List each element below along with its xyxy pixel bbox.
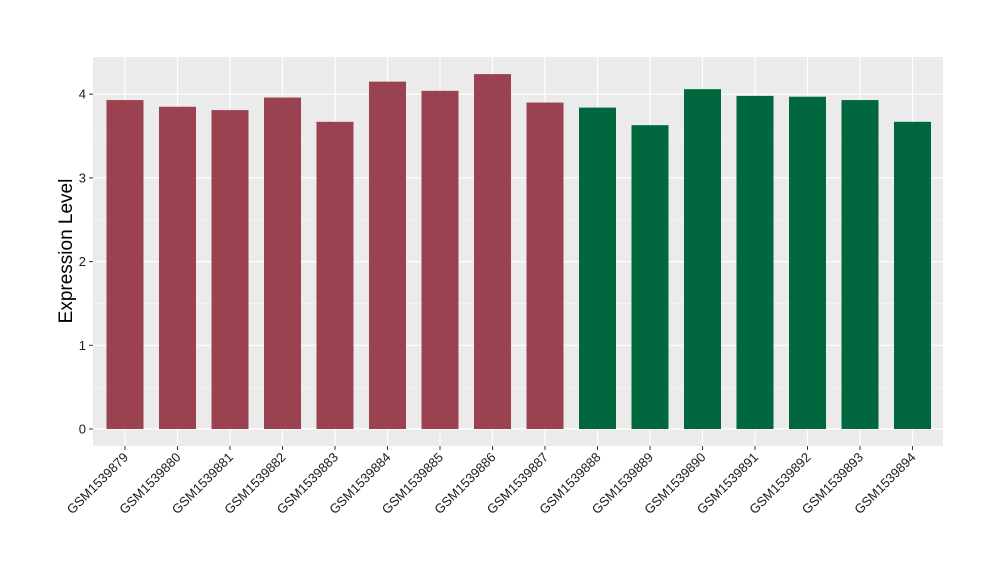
bar-GSM1539884 bbox=[369, 81, 406, 430]
y-axis: 0 1 2 3 4 bbox=[79, 87, 93, 437]
x-axis: GSM1539879GSM1539880GSM1539881GSM1539882… bbox=[64, 446, 919, 517]
bar-GSM1539883 bbox=[316, 121, 354, 430]
bar-GSM1539881 bbox=[211, 110, 249, 429]
bar-GSM1539880 bbox=[159, 106, 196, 429]
bar-GSM1539893 bbox=[841, 100, 879, 430]
bars bbox=[106, 74, 931, 430]
y-tick-label: 0 bbox=[79, 422, 86, 437]
bar-GSM1539882 bbox=[264, 97, 301, 429]
bar-GSM1539892 bbox=[789, 96, 826, 429]
bar-GSM1539889 bbox=[631, 125, 669, 429]
y-tick-label: 3 bbox=[79, 170, 86, 185]
y-axis-title: Expression Level bbox=[56, 179, 77, 324]
bar-GSM1539885 bbox=[421, 90, 459, 430]
bar-GSM1539887 bbox=[526, 102, 564, 429]
bar-GSM1539888 bbox=[579, 107, 616, 429]
bar-GSM1539894 bbox=[894, 121, 931, 430]
bar-GSM1539891 bbox=[736, 95, 774, 430]
y-tick-label: 4 bbox=[79, 87, 86, 102]
y-tick-label: 2 bbox=[79, 254, 86, 269]
y-tick-label: 1 bbox=[79, 338, 86, 353]
bar-GSM1539879 bbox=[106, 100, 144, 430]
bar-GSM1539886 bbox=[474, 74, 511, 429]
bar-GSM1539890 bbox=[684, 89, 721, 429]
